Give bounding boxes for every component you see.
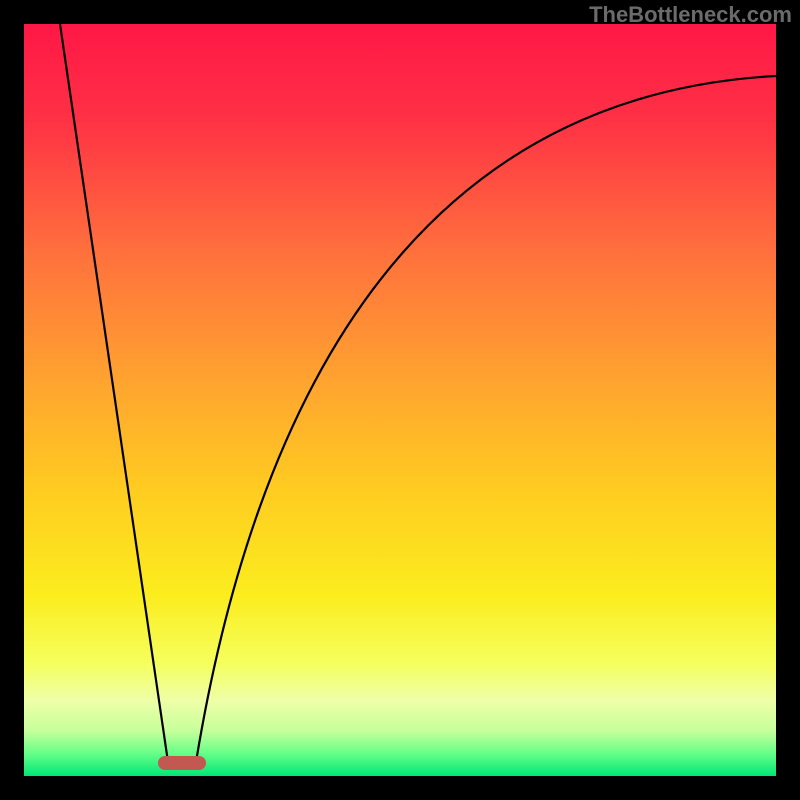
gradient-background	[24, 24, 776, 776]
bottom-marker	[158, 756, 206, 770]
bottleneck-chart	[0, 0, 800, 800]
chart-container: { "watermark": { "text": "TheBottleneck.…	[0, 0, 800, 800]
watermark-text: TheBottleneck.com	[589, 2, 792, 28]
